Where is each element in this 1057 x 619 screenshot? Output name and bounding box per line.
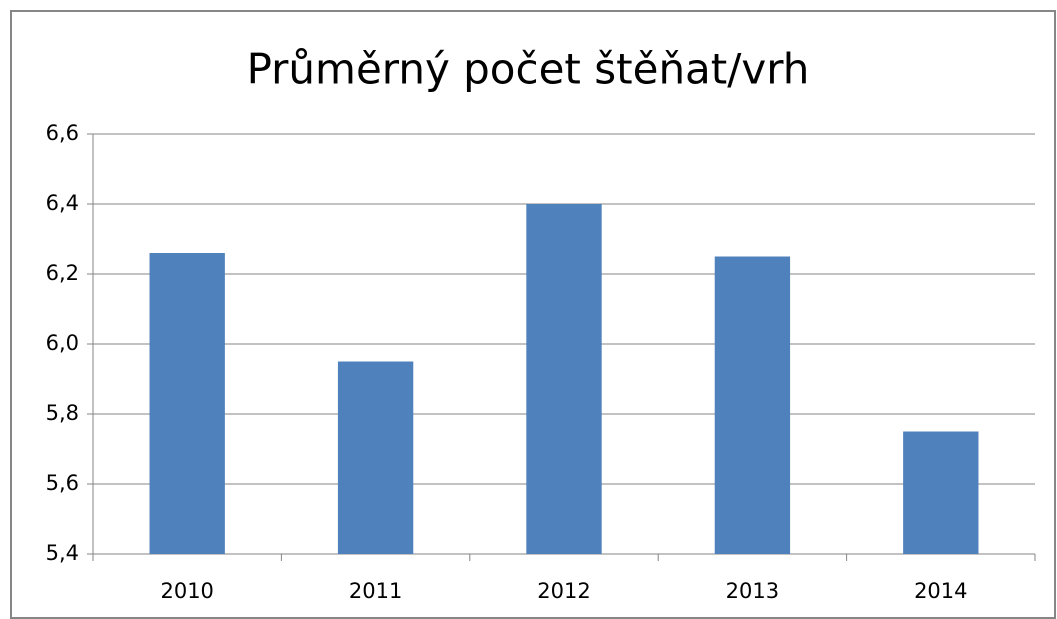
x-tick-label: 2010 — [160, 579, 213, 603]
y-tick-label: 6,0 — [46, 331, 79, 355]
bar — [149, 253, 225, 554]
x-tick-label: 2014 — [914, 579, 967, 603]
bar — [337, 361, 414, 554]
x-tick-label: 2013 — [726, 579, 779, 603]
y-tick-label: 6,6 — [46, 121, 79, 145]
bar — [903, 431, 979, 554]
y-tick-label: 6,2 — [46, 261, 79, 285]
bar — [714, 256, 791, 554]
y-tick-label: 5,4 — [46, 541, 79, 565]
x-tick-label: 2012 — [537, 579, 590, 603]
bar — [526, 204, 602, 554]
chart-title: Průměrný počet štěňat/vrh — [247, 45, 810, 94]
y-tick-label: 5,6 — [46, 471, 79, 495]
x-tick-label: 2011 — [349, 579, 402, 603]
y-tick-label: 5,8 — [46, 401, 79, 425]
y-tick-label: 6,4 — [46, 191, 79, 215]
